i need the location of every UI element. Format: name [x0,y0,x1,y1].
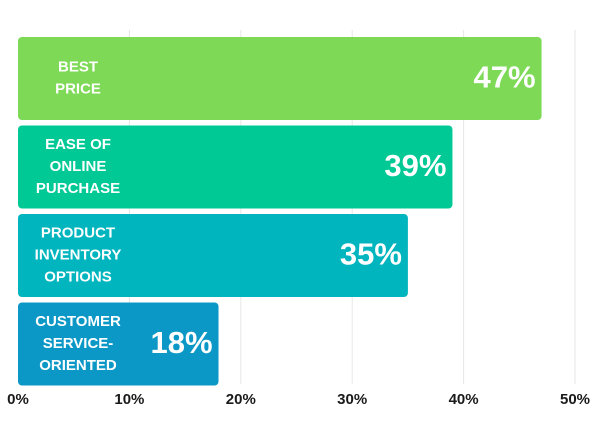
bar-value-label: 39% [384,148,446,183]
bar [18,302,219,386]
x-tick-label: 40% [449,391,479,408]
bar [18,37,542,120]
bar-category-label: CUSTOMER SERVICE-ORIENTED [35,313,121,374]
bar-group: EASE OF ONLINE PURCHASE 39% [18,125,453,209]
bar-group: PRODUCT INVENTORY OPTIONS 35% [18,214,408,297]
bar-category-label: BEST PRICE [55,58,101,97]
x-tick-label: 10% [114,391,144,408]
x-tick-label: 20% [226,391,256,408]
bar [18,125,453,209]
bar [18,214,408,297]
x-tick-label: 50% [560,391,590,408]
bar-value-label: 47% [474,60,536,95]
bar-category-label: PRODUCT INVENTORY OPTIONS [35,224,122,285]
x-tick-label: 0% [7,391,29,408]
x-tick-label: 30% [337,391,367,408]
bar-value-label: 35% [340,237,402,272]
bar-category-label: EASE OF ONLINE PURCHASE [36,136,120,197]
bars: BEST PRICE 47% EASE OF ONLINE PURCHASE 39% PROD… [18,37,542,386]
bar-group: BEST PRICE 47% [18,37,542,120]
bar-group: CUSTOMER SERVICE-ORIENTED 18% [18,302,219,386]
bar-value-label: 18% [150,325,212,360]
x-axis: 0% 10% 20% 30% 40% 50% [7,391,590,408]
